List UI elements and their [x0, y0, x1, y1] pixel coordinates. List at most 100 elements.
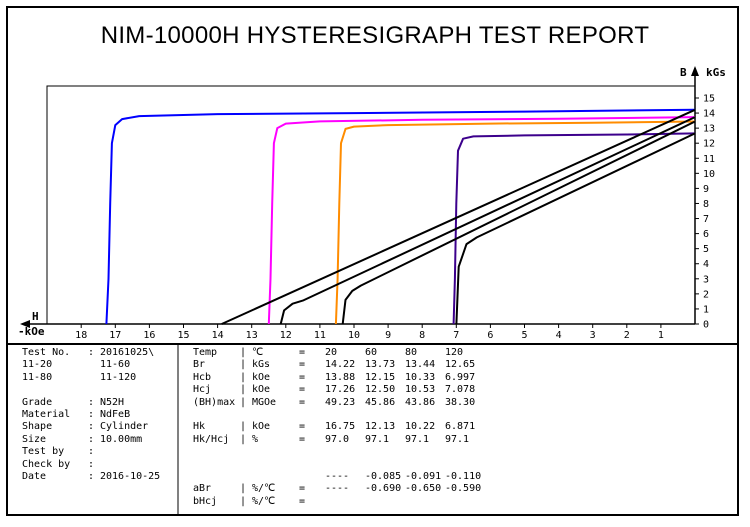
info-row: Test by:: [22, 446, 160, 458]
info-label: Check by: [22, 458, 71, 470]
x-tick-label: 12: [280, 330, 292, 341]
result-value: -0.690: [365, 483, 402, 495]
x-axis-arrow: [20, 320, 30, 328]
y-tick-label: 8: [703, 199, 709, 210]
y-tick-label: 5: [703, 244, 709, 255]
x-tick-label: 11: [314, 330, 326, 341]
x-tick-label: 15: [177, 330, 189, 341]
result-row: Hk/Hcj |% = 97.0 97.1 97.1 97.1: [193, 434, 485, 446]
x-axis-ticks: 18 17 16 15 14 13 12 11 10 9 8 7 6 5 4 3 2 1: [75, 324, 664, 341]
info-colon: :: [88, 446, 95, 458]
temperature-results-table: Temp | ℃ = 20 60 80 120 Br | kGs = 14.22 13.73 13.44 12…: [193, 347, 485, 508]
info-label: Material: [22, 408, 71, 420]
x-tick-label: 8: [419, 330, 425, 341]
result-value: -0.110: [445, 470, 482, 482]
result-pipe: |: [240, 384, 247, 396]
x-tick-label: 5: [521, 330, 527, 341]
result-row: bHcj | %/℃ =: [193, 496, 485, 508]
info-row: Size:10.00mm: [22, 434, 160, 446]
y-tick-label: 11: [703, 154, 715, 165]
result-value: -0.085: [365, 470, 402, 482]
x-tick-label: 16: [143, 330, 155, 341]
info-label: 11-80: [22, 371, 53, 383]
result-unit: MGOe: [252, 396, 277, 408]
info-value: 11-120: [100, 371, 137, 383]
chart-frame: [8, 66, 737, 514]
info-row: Grade: N52H: [22, 397, 160, 409]
result-pipe: |: [240, 421, 247, 433]
result-value: 10.53: [405, 384, 436, 396]
result-value: 43.86: [405, 396, 436, 408]
info-value: 11-60: [100, 359, 131, 371]
x-tick-label: 6: [487, 330, 493, 341]
info-row: 11-20 11-60: [22, 359, 160, 371]
result-row: Hcb | kOe = 13.88 12.15 10.33 6.997: [193, 372, 485, 384]
normal-curve-5: [279, 116, 696, 325]
result-unit: kOe: [252, 371, 271, 383]
result-value: 38.30: [445, 396, 476, 408]
info-row: Check by:: [22, 459, 160, 471]
result-value: 12.15: [365, 371, 396, 383]
result-pipe: |: [240, 371, 247, 383]
y-tick-label: 2: [703, 289, 709, 300]
info-value: Cylinder: [100, 421, 149, 433]
result-unit: kOe: [252, 384, 271, 396]
y-tick-label: 7: [703, 214, 709, 225]
info-row: Shape: Cylinder: [22, 421, 160, 433]
intrinsic-curve-2: [334, 120, 696, 325]
result-name: bHcj: [193, 495, 218, 507]
info-row: Material: NdFeB: [22, 409, 160, 421]
result-value: 17.26: [325, 384, 356, 396]
y-tick-label: 10: [703, 169, 715, 180]
info-row: 11-80 11-120: [22, 372, 160, 384]
info-label: Grade: [22, 396, 53, 408]
result-eq: =: [299, 495, 306, 507]
y-axis-unit: kGs: [706, 66, 726, 79]
result-value: 6.997: [445, 371, 476, 383]
result-name: Br: [193, 359, 206, 371]
y-tick-label: 13: [703, 124, 715, 135]
result-name: (BH)max: [193, 396, 236, 408]
normal-curve-6: [341, 120, 696, 325]
result-value: 10.22: [405, 421, 436, 433]
result-value: 60: [365, 347, 378, 358]
result-row: [193, 409, 485, 421]
result-eq: =: [299, 347, 306, 358]
x-tick-label: 17: [109, 330, 121, 341]
info-label: Date: [22, 470, 47, 482]
result-value: 120: [445, 347, 464, 358]
result-row: [193, 459, 485, 471]
result-value: 13.44: [405, 359, 436, 371]
y-axis-arrow: [691, 66, 699, 76]
info-label: Size: [22, 433, 47, 445]
result-pipe: |: [240, 483, 247, 495]
result-value: 7.078: [445, 384, 476, 396]
result-eq: =: [299, 371, 306, 383]
result-value: 16.75: [325, 421, 356, 433]
x-tick-label: 10: [348, 330, 360, 341]
x-axis-name: H: [32, 310, 39, 323]
result-name: Hk: [193, 421, 206, 433]
result-eq: =: [299, 384, 306, 396]
y-tick-label: 1: [703, 304, 709, 315]
x-tick-label: 14: [212, 330, 224, 341]
result-value: ----: [325, 483, 350, 495]
x-tick-label: 4: [556, 330, 562, 341]
result-value: 97.0: [325, 433, 350, 445]
intrinsic-curve-0: [105, 108, 696, 325]
info-colon: :: [88, 458, 95, 470]
result-name: Temp: [193, 347, 218, 358]
result-pipe: |: [240, 495, 247, 507]
result-value: 13.88: [325, 371, 356, 383]
result-value: 13.73: [365, 359, 396, 371]
y-tick-label: 6: [703, 229, 709, 240]
info-label: 11-20: [22, 359, 53, 371]
result-unit: kOe: [252, 421, 271, 433]
info-colon: :: [88, 470, 95, 482]
result-value: 97.1: [405, 433, 430, 445]
result-value: ----: [325, 470, 350, 482]
result-value: 97.1: [445, 433, 470, 445]
y-tick-label: 15: [703, 94, 715, 105]
